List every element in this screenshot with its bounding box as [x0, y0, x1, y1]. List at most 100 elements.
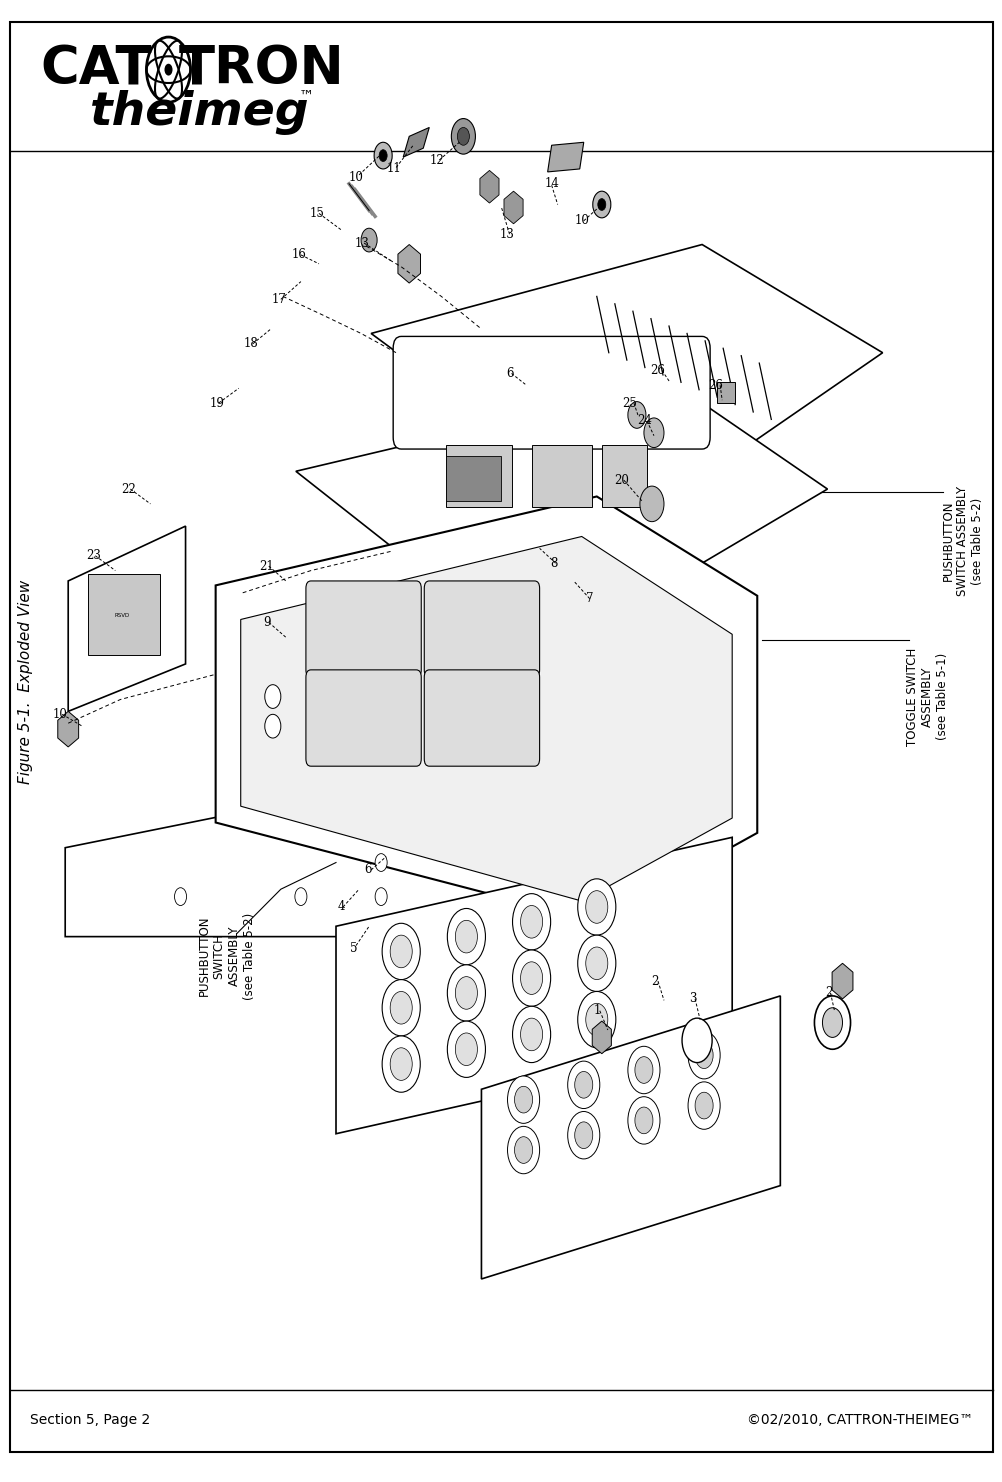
- Bar: [446, 445, 511, 507]
- Polygon shape: [296, 382, 827, 593]
- Text: 10: 10: [349, 172, 363, 184]
- Bar: [88, 574, 160, 655]
- Text: 25: 25: [622, 397, 636, 409]
- Circle shape: [379, 150, 387, 162]
- FancyBboxPatch shape: [424, 670, 539, 766]
- Circle shape: [592, 191, 610, 218]
- Text: 19: 19: [209, 397, 223, 409]
- Text: 12: 12: [430, 154, 444, 166]
- Polygon shape: [240, 536, 731, 901]
- Text: PUSHBUTTON
SWITCH
ASSEMBLY
(see Table 5-2): PUSHBUTTON SWITCH ASSEMBLY (see Table 5-…: [197, 913, 256, 999]
- Polygon shape: [215, 496, 757, 922]
- Circle shape: [455, 977, 477, 1009]
- Circle shape: [814, 996, 850, 1049]
- Circle shape: [585, 891, 607, 923]
- Polygon shape: [371, 245, 882, 456]
- Text: 17: 17: [272, 293, 286, 305]
- Text: 24: 24: [637, 415, 651, 427]
- Circle shape: [451, 119, 475, 154]
- Circle shape: [694, 1042, 712, 1069]
- Text: 16: 16: [292, 249, 306, 261]
- Text: 13: 13: [355, 237, 369, 249]
- Text: 26: 26: [707, 379, 721, 391]
- Circle shape: [174, 888, 186, 906]
- Text: CAT: CAT: [40, 43, 151, 96]
- Circle shape: [512, 894, 550, 950]
- Text: 2: 2: [650, 975, 658, 987]
- Circle shape: [585, 1003, 607, 1036]
- Circle shape: [457, 127, 469, 145]
- Circle shape: [512, 1006, 550, 1063]
- Circle shape: [681, 1018, 711, 1063]
- Text: 26: 26: [650, 365, 664, 376]
- Circle shape: [514, 1086, 532, 1113]
- Text: 1: 1: [593, 1005, 601, 1017]
- Circle shape: [375, 888, 387, 906]
- Circle shape: [577, 935, 615, 991]
- Text: 5: 5: [350, 943, 358, 954]
- Circle shape: [634, 1057, 652, 1083]
- Polygon shape: [547, 142, 583, 172]
- Circle shape: [577, 879, 615, 935]
- Circle shape: [382, 1036, 420, 1092]
- Circle shape: [507, 1076, 539, 1123]
- Text: 14: 14: [544, 178, 558, 190]
- Circle shape: [455, 1033, 477, 1066]
- Text: Section 5, Page 2: Section 5, Page 2: [30, 1412, 150, 1427]
- Circle shape: [822, 1008, 842, 1037]
- Text: 10: 10: [53, 708, 67, 720]
- Text: PUSHBUTTON
SWITCH ASSEMBLY
(see Table 5-2): PUSHBUTTON SWITCH ASSEMBLY (see Table 5-…: [941, 486, 983, 596]
- Circle shape: [627, 1046, 659, 1094]
- FancyBboxPatch shape: [306, 670, 421, 766]
- Circle shape: [514, 1137, 532, 1163]
- Bar: [446, 456, 501, 501]
- Circle shape: [447, 908, 485, 965]
- Text: 13: 13: [500, 228, 514, 240]
- Circle shape: [639, 486, 663, 522]
- Circle shape: [627, 1097, 659, 1144]
- Circle shape: [382, 980, 420, 1036]
- Text: theimeg: theimeg: [90, 90, 310, 135]
- Circle shape: [687, 1082, 719, 1129]
- Circle shape: [520, 962, 542, 994]
- Circle shape: [390, 991, 412, 1024]
- Bar: [531, 445, 591, 507]
- Text: 11: 11: [387, 163, 401, 175]
- Circle shape: [361, 228, 377, 252]
- Text: 21: 21: [260, 560, 274, 572]
- Text: 2: 2: [824, 987, 832, 999]
- Text: 10: 10: [574, 215, 588, 227]
- Text: 7: 7: [585, 593, 593, 605]
- Circle shape: [507, 1126, 539, 1174]
- Circle shape: [585, 947, 607, 980]
- Text: TRON: TRON: [178, 43, 344, 96]
- Circle shape: [295, 888, 307, 906]
- Text: 15: 15: [310, 207, 324, 219]
- Circle shape: [520, 1018, 542, 1051]
- Text: RSVD: RSVD: [114, 612, 130, 618]
- Circle shape: [447, 965, 485, 1021]
- Text: 23: 23: [86, 550, 100, 562]
- Text: 20: 20: [614, 474, 628, 486]
- Circle shape: [634, 1107, 652, 1134]
- Text: 22: 22: [121, 483, 135, 495]
- Circle shape: [597, 199, 605, 210]
- Circle shape: [512, 950, 550, 1006]
- Circle shape: [447, 1021, 485, 1077]
- Bar: [601, 445, 646, 507]
- Circle shape: [567, 1112, 599, 1159]
- Text: 18: 18: [243, 338, 258, 350]
- Circle shape: [390, 935, 412, 968]
- Text: TOGGLE SWITCH
ASSEMBLY
(see Table 5-1): TOGGLE SWITCH ASSEMBLY (see Table 5-1): [906, 648, 948, 745]
- Polygon shape: [481, 996, 780, 1279]
- Circle shape: [574, 1071, 592, 1098]
- Text: ™: ™: [299, 89, 314, 104]
- Circle shape: [265, 685, 281, 708]
- Circle shape: [567, 1061, 599, 1109]
- Text: 8: 8: [549, 557, 557, 569]
- Text: 4: 4: [337, 901, 345, 913]
- FancyBboxPatch shape: [306, 581, 421, 677]
- Circle shape: [687, 1031, 719, 1079]
- Circle shape: [694, 1092, 712, 1119]
- Circle shape: [574, 1122, 592, 1149]
